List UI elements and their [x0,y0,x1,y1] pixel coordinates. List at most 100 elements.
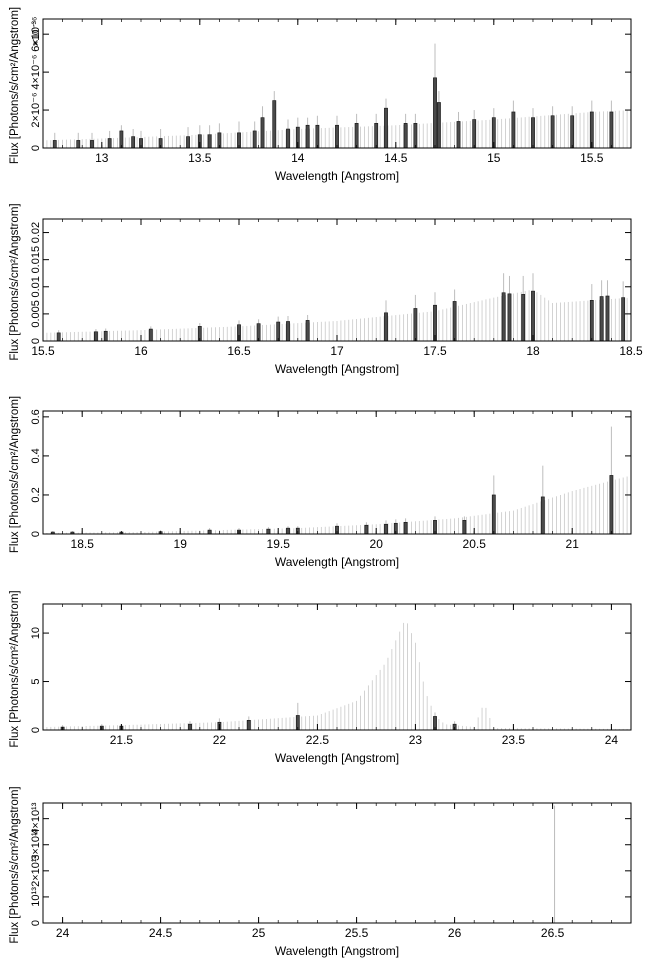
data-bin [433,77,437,149]
model-curve [42,622,632,730]
data-bin [403,123,408,149]
x-axis-label: Wavelength [Angstrom] [275,362,399,376]
model-curve [42,289,632,341]
x-tick-label: 23.5 [502,733,526,747]
data-bin [260,117,265,149]
y-tick-label: 10 [30,627,42,639]
data-bin [609,475,614,535]
data-bin [413,308,418,342]
x-tick-label: 26.5 [541,926,565,940]
data-bin [76,140,81,149]
x-tick-label: 19 [174,537,188,551]
data-bin [305,320,310,342]
y-axis-label: Flux [Photons/s/cm²/Angstrom] [9,7,21,164]
panel-2: 15.5 16 16.5 17 17.5 18 18.5 0 0.005 0.01 0.015 0.0… [9,203,643,376]
data-bin [305,124,310,149]
data-bin [605,295,610,342]
data-bin [207,529,212,535]
data-bin [511,111,516,149]
x-tick-label: 15.5 [580,151,604,165]
data-bin [550,115,555,149]
data-bin [374,123,379,149]
data-bin [609,111,614,149]
x-tick-label: 23 [409,733,423,747]
y-tick-label: 6×10⁻⁶ [30,17,42,52]
data-bin [403,521,408,535]
x-axis-label: Wavelength [Angstrom] [275,555,399,569]
y-tick-label: 0.01 [30,276,42,297]
x-tick-label: 22.5 [306,733,330,747]
x-tick-label: 18 [526,344,540,358]
data-bin [246,720,251,731]
data-bin [286,128,290,149]
data-bin [413,123,418,149]
y-tick-label: 5 [30,678,42,684]
data-bin [540,496,545,535]
x-axis-label: Wavelength [Angstrom] [275,751,399,765]
y-tick-label: 4×10⁻⁶ [30,55,42,90]
data-bin [286,321,290,342]
data-bin [599,296,604,342]
x-tick-label: 17 [330,344,344,358]
data-bin [52,140,57,149]
x-tick-label: 26 [448,926,462,940]
y-tick-label: 2×10⁻⁶ [30,92,42,127]
data-bin [462,520,467,535]
x-tick-label: 13.5 [188,151,212,165]
y-tick-label: 0.4 [30,448,42,463]
data-bin [491,494,496,535]
y-tick-label: 2×10¹³ [30,854,42,886]
y-tick-label: 0.6 [30,409,42,424]
y-axis-label: Flux [Photons/s/cm²/Angstrom] [9,396,21,553]
data-bin [286,527,290,535]
data-bin [501,292,506,342]
x-tick-label: 22 [213,733,227,747]
y-tick-label: 0.02 [30,222,42,243]
data-bin [507,293,512,342]
x-tick-label: 25.5 [345,926,369,940]
data-bin [186,136,190,149]
data-bin [131,136,136,149]
x-tick-label: 24.5 [149,926,173,940]
data-bin [531,117,535,149]
x-tick-label: 18.5 [71,537,95,551]
y-exponent-label: ×10⁻³ [31,20,42,46]
data-bin [521,294,526,342]
x-tick-label: 14 [291,151,305,165]
data-bin [437,102,441,149]
y-tick-label: 0 [30,727,42,733]
data-bin [621,297,626,342]
y-tick-label: 0 [30,145,42,151]
data-bin [354,123,359,149]
x-tick-label: 15 [487,151,501,165]
x-tick-label: 18.5 [619,344,643,358]
panel-4: 21.5 22 22.5 23 23.5 24 0 5 10 Wavelength [Angstr… [9,590,632,765]
data-bin [570,115,575,149]
data-bin [589,300,594,342]
data-bin [472,119,477,149]
x-tick-label: 21 [566,537,580,551]
data-bin [207,134,212,149]
y-tick-label: 3×10¹³ [30,828,42,860]
x-tick-label: 13 [95,151,109,165]
data-bin [335,124,339,149]
y-axis-label: Flux [Photons/s/cm²/Angstrom] [9,590,21,747]
data-bin [315,124,320,149]
x-tick-label: 14.5 [384,151,408,165]
y-tick-label: 0 [30,338,42,344]
x-tick-label: 16 [134,344,148,358]
y-tick-label: 10¹³ [30,887,42,907]
x-tick-label: 17.5 [423,344,447,358]
plot-frame [42,802,632,924]
y-axis-label: Flux [Photons/s/cm²/Angstrom] [9,203,21,360]
panel-3: 18.5 19 19.5 20 20.5 21 0 0.2 0.4 0.6 Wavelength [… [9,396,632,569]
data-bin [384,107,388,149]
y-tick-label: 0.005 [30,300,42,328]
y-tick-label: 0.2 [30,487,42,502]
y-tick-label: 4×10¹³ [30,802,42,834]
data-bin [452,301,457,342]
data-bin [364,524,369,535]
y-tick-label: 0 [30,531,42,537]
data-bin [90,140,94,149]
